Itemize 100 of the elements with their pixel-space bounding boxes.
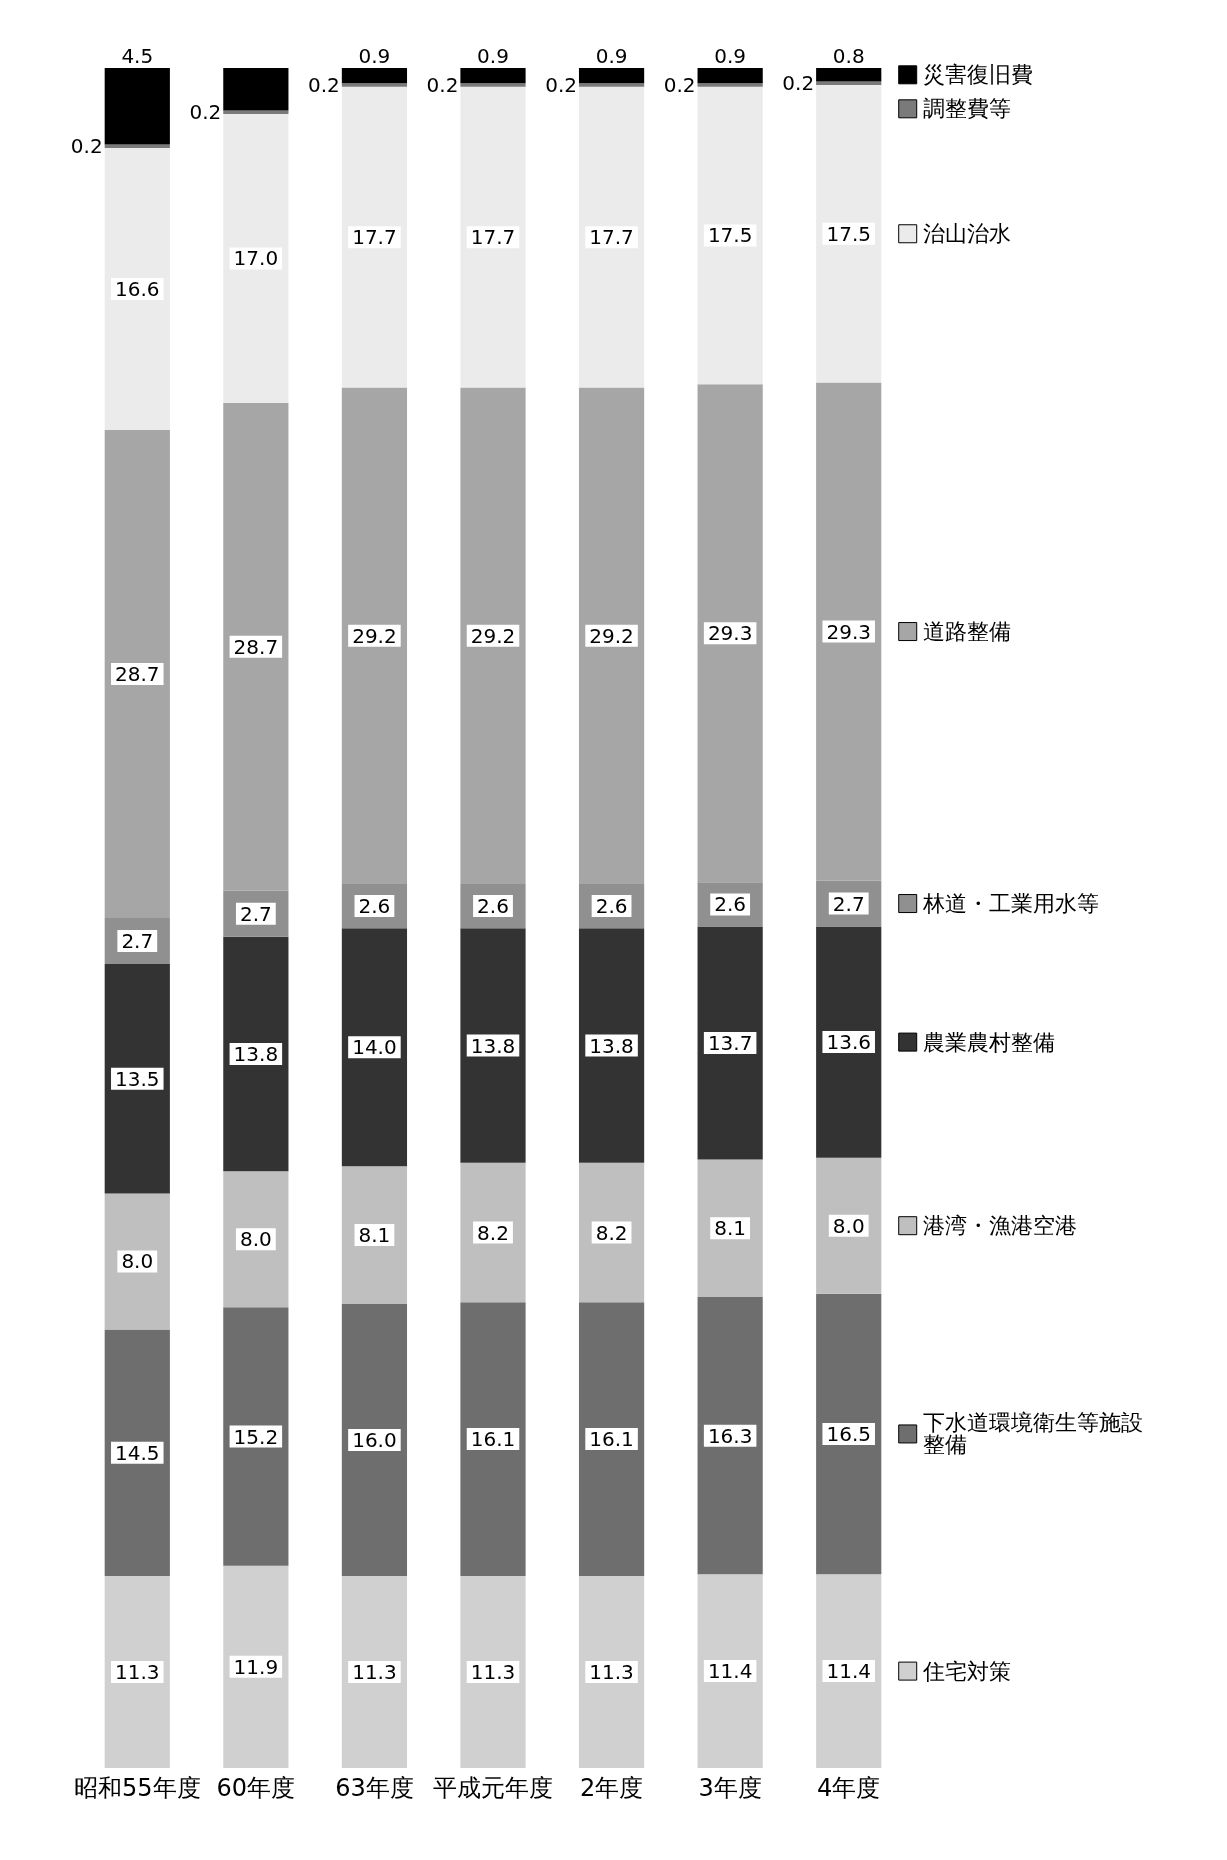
data-label: 2.6 — [714, 892, 747, 917]
legend-label: 農業農村整備 — [922, 1029, 1055, 1055]
bar — [104, 1329, 170, 1576]
bar — [341, 928, 408, 1167]
data-label: 16.1 — [589, 1427, 634, 1452]
bar — [223, 1565, 289, 1768]
legend-label: 下水道環境衛生等施設整備 — [922, 1410, 1143, 1458]
legend-label: 治山治水 — [922, 221, 1011, 247]
data-label: 0.2 — [545, 73, 577, 97]
bar — [104, 147, 170, 431]
data-label: 17.5 — [707, 223, 753, 248]
data-label: 29.2 — [589, 623, 634, 648]
data-label: 8.1 — [714, 1216, 747, 1241]
bar — [223, 68, 289, 111]
data-label: 16.0 — [352, 1427, 397, 1452]
data-label: 16.6 — [115, 277, 160, 301]
data-label: 8.1 — [358, 1223, 391, 1248]
data-label: 8.0 — [121, 1249, 154, 1274]
bar — [697, 86, 763, 385]
bar — [697, 384, 763, 883]
bar — [697, 1297, 763, 1575]
x-tick-label: 2年度 — [579, 1774, 644, 1802]
bar — [578, 1575, 645, 1768]
bar — [816, 85, 882, 383]
bar — [460, 387, 526, 884]
data-label: 28.7 — [115, 662, 160, 687]
data-label: 14.5 — [115, 1440, 160, 1465]
data-label: 11.4 — [826, 1659, 871, 1684]
data-label: 17.5 — [826, 221, 871, 246]
data-label: 2.6 — [358, 894, 391, 919]
data-label: 11.3 — [352, 1659, 397, 1684]
data-label: 11.9 — [233, 1654, 279, 1679]
data-label: 14.0 — [352, 1035, 397, 1060]
data-label: 0.2 — [70, 134, 103, 159]
data-label: 28.7 — [233, 634, 279, 659]
bar — [460, 1575, 526, 1768]
bar — [578, 68, 645, 84]
x-tick-label: 平成元年度 — [433, 1774, 553, 1802]
data-label: 13.7 — [707, 1030, 753, 1055]
bar — [460, 928, 526, 1163]
legend-label: 住宅対策 — [921, 1658, 1011, 1684]
data-label: 13.8 — [233, 1042, 279, 1066]
data-label: 11.3 — [115, 1659, 160, 1684]
bar — [697, 1159, 763, 1298]
bar — [460, 1162, 526, 1303]
data-label: 13.6 — [826, 1030, 871, 1055]
data-label: 0.8 — [832, 44, 865, 68]
bar — [460, 86, 526, 388]
bar — [460, 1302, 526, 1576]
data-label: 0.2 — [426, 73, 459, 97]
bar — [104, 68, 170, 145]
x-tick-label: 3年度 — [698, 1774, 762, 1802]
data-label: 17.7 — [352, 225, 397, 250]
data-label: 2.7 — [832, 891, 865, 916]
bar — [341, 387, 408, 884]
bar — [223, 1171, 289, 1308]
bar — [460, 83, 526, 87]
bar — [578, 1302, 645, 1576]
data-label: 16.5 — [826, 1421, 871, 1446]
data-label: 15.2 — [233, 1424, 279, 1449]
bar — [578, 83, 645, 87]
data-label: 11.3 — [470, 1659, 516, 1684]
data-label: 2.7 — [121, 928, 154, 953]
bar — [697, 1574, 763, 1768]
data-label: 29.2 — [352, 623, 397, 648]
bar — [341, 83, 408, 87]
bar — [816, 1293, 882, 1575]
data-label: 4.5 — [121, 44, 154, 68]
x-tick-label: 60年度 — [216, 1774, 296, 1802]
data-label: 8.0 — [239, 1227, 272, 1252]
data-label: 29.3 — [826, 619, 871, 644]
bar — [223, 936, 289, 1172]
bar — [341, 1303, 408, 1576]
bar — [104, 1193, 170, 1330]
data-label: 0.2 — [189, 100, 222, 125]
bar — [341, 86, 408, 388]
x-tick-label: 4年度 — [817, 1774, 881, 1802]
data-label: 8.2 — [477, 1220, 509, 1245]
bar — [460, 68, 526, 84]
data-label: 0.9 — [358, 44, 391, 68]
data-label: 17.0 — [233, 246, 279, 271]
x-tick-label: 63年度 — [335, 1774, 414, 1802]
bar — [578, 86, 645, 388]
bar — [223, 1307, 289, 1566]
bar — [697, 68, 763, 84]
data-label: 8.2 — [595, 1220, 628, 1245]
bar — [578, 1162, 645, 1303]
bar — [816, 382, 882, 881]
data-label: 0.2 — [782, 71, 815, 96]
data-label: 0.9 — [595, 44, 628, 68]
bar — [104, 1575, 170, 1768]
bar — [104, 963, 170, 1194]
bar — [697, 83, 763, 87]
data-label: 8.0 — [832, 1213, 865, 1238]
legend-label: 災害復旧費 — [922, 62, 1033, 88]
data-label: 11.3 — [589, 1659, 634, 1684]
bar — [816, 926, 882, 1158]
data-label: 13.8 — [470, 1033, 516, 1058]
bar — [341, 1575, 408, 1768]
data-label: 0.9 — [714, 44, 747, 68]
